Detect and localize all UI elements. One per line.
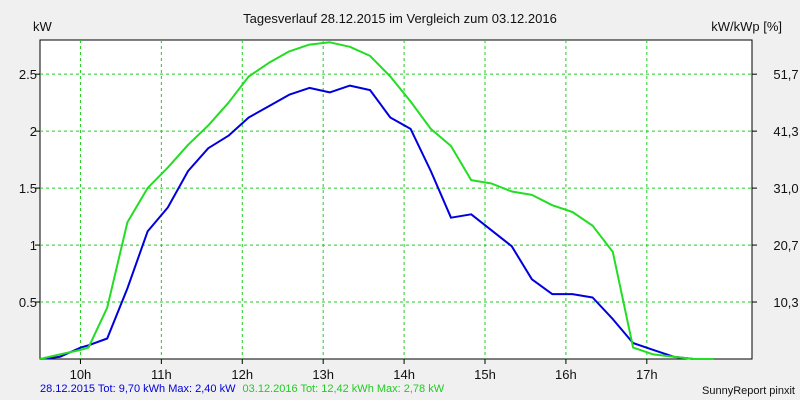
x-tick-label-1: 11h [151, 367, 172, 382]
y-left-tick-label-1: 1 [30, 238, 37, 253]
axis-ticks: 10h 11h 12h 13h 14h 15h 16h 17h 0.5 1 1.5 2 2.5 10,3 2… [19, 67, 799, 382]
y-right-tick-label-1: 20,7 [773, 238, 798, 253]
y-right-tick-label-0: 10,3 [773, 295, 798, 310]
legend-series-2: 03.12.2016 Tot: 12,42 kWh Max: 2,78 kW [243, 383, 445, 395]
right-axis-unit: kW/kWp [%] [711, 19, 782, 34]
x-tick-label-3: 13h [312, 367, 334, 382]
chart-title: Tagesverlauf 28.12.2015 im Vergleich zum… [243, 11, 557, 26]
y-left-tick-label-2: 1.5 [19, 181, 37, 196]
y-left-tick-label-4: 2.5 [19, 67, 37, 82]
data-series [39, 41, 714, 360]
x-tick-label-6: 16h [555, 367, 577, 382]
y-left-tick-label-3: 2 [30, 124, 37, 139]
left-axis-unit: kW [33, 19, 53, 34]
series-line-1 [39, 84, 714, 360]
y-left-tick-label-0: 0.5 [19, 295, 37, 310]
legend-series-1: 28.12.2015 Tot: 9,70 kWh Max: 2,40 kW [40, 383, 236, 395]
footer-legend: 28.12.2015 Tot: 9,70 kWh Max: 2,40 kW 03… [40, 383, 445, 395]
x-tick-label-0: 10h [70, 367, 92, 382]
grid-lines [40, 40, 752, 359]
y-right-tick-label-4: 51,7 [773, 67, 798, 82]
x-tick-label-7: 17h [636, 367, 658, 382]
x-tick-label-4: 14h [393, 367, 415, 382]
plot-area [39, 39, 753, 360]
y-right-tick-label-3: 41,3 [773, 124, 798, 139]
footer-credit: SunnyReport pinxit [702, 385, 795, 397]
x-tick-label-5: 15h [474, 367, 496, 382]
x-tick-label-2: 12h [231, 367, 253, 382]
series-line-2 [39, 41, 714, 360]
y-right-tick-label-2: 31,0 [773, 181, 798, 196]
